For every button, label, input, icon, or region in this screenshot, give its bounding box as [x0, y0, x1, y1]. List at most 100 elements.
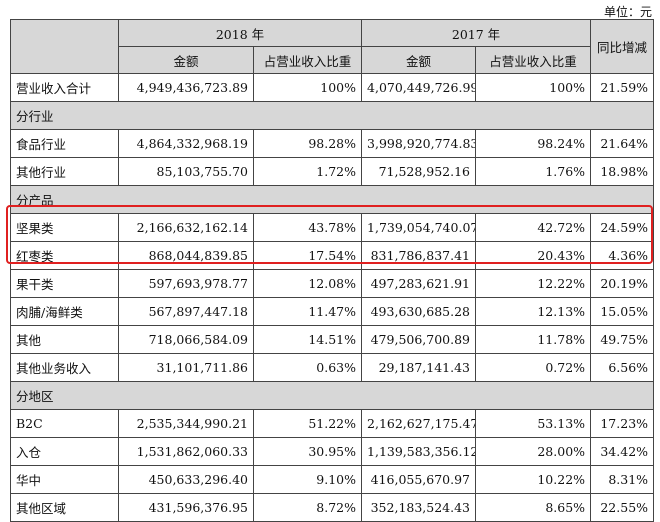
row-label: 果干类: [10, 269, 119, 298]
amount-2017-cell: 352,183,524.43: [361, 493, 477, 522]
header-amount-2018: 金额: [118, 46, 254, 74]
row-label: 红枣类: [10, 241, 119, 270]
yoy-cell: 18.98%: [590, 157, 655, 186]
amount-2017-cell: 29,187,141.43: [361, 353, 477, 382]
header-row-years: 2018 年 2017 年 同比增减: [10, 19, 655, 74]
table-row: 果干类 597,693,978.77 12.08% 497,283,621.91 12.…: [10, 269, 655, 298]
section-label: 分行业: [9, 101, 655, 130]
share-2017-cell: 53.13%: [475, 409, 592, 438]
amount-2017-cell: 497,283,621.91: [361, 269, 477, 298]
amount-2017-cell: 416,055,670.97: [361, 465, 477, 494]
yoy-cell: 24.59%: [590, 213, 655, 242]
row-label: 营业收入合计: [10, 73, 119, 102]
share-2017-cell: 10.22%: [475, 465, 592, 494]
amount-2017-cell: 479,506,700.89: [361, 325, 477, 354]
share-2018-cell: 11.47%: [252, 297, 363, 326]
amount-2017-cell: 2,162,627,175.47: [361, 409, 477, 438]
share-2018-cell: 14.51%: [252, 325, 363, 354]
table-row: 肉脯/海鲜类 567,897,447.18 11.47% 493,630,685.28…: [10, 297, 655, 326]
amount-2018-cell: 597,693,978.77: [118, 269, 254, 298]
share-2017-cell: 28.00%: [475, 437, 592, 466]
header-yoy: 同比增减: [590, 19, 655, 74]
share-2017-cell: 98.24%: [475, 129, 592, 158]
section-label: 分产品: [9, 185, 655, 214]
share-2017-cell: 0.72%: [475, 353, 592, 382]
yoy-cell: 21.59%: [590, 73, 655, 102]
amount-2018-cell: 85,103,755.70: [118, 157, 254, 186]
table-row: 红枣类 868,044,839.85 17.54% 831,786,837.41 20.…: [10, 241, 655, 270]
table-row: B2C 2,535,344,990.21 51.22% 2,162,627,175.4…: [10, 409, 655, 438]
share-2018-cell: 8.72%: [252, 493, 363, 522]
section-row: 分行业: [9, 101, 655, 130]
share-2018-cell: 0.63%: [252, 353, 363, 382]
amount-2018-cell: 2,535,344,990.21: [118, 409, 254, 438]
yoy-cell: 6.56%: [590, 353, 655, 382]
table-row: 入仓 1,531,862,060.33 30.95% 1,139,583,356.12…: [10, 437, 655, 466]
table-row: 其他 718,066,584.09 14.51% 479,506,700.89 11.7…: [10, 325, 655, 354]
table-row: 坚果类 2,166,632,162.14 43.78% 1,739,054,740.0…: [10, 213, 655, 242]
section-row: 分地区: [9, 381, 655, 410]
share-2018-cell: 98.28%: [252, 129, 363, 158]
share-2018-cell: 17.54%: [252, 241, 363, 270]
share-2017-cell: 20.43%: [475, 241, 592, 270]
amount-2017-cell: 1,739,054,740.07: [361, 213, 477, 242]
header-amount-2017: 金额: [361, 46, 477, 74]
amount-2018-cell: 2,166,632,162.14: [118, 213, 254, 242]
section-row: 分产品: [9, 185, 655, 214]
row-label: 坚果类: [10, 213, 119, 242]
amount-2018-cell: 4,864,332,968.19: [118, 129, 254, 158]
row-label: 食品行业: [10, 129, 119, 158]
table-row: 食品行业 4,864,332,968.19 98.28% 3,998,920,774.…: [10, 129, 655, 158]
amount-2018-cell: 4,949,436,723.89: [118, 73, 254, 102]
table-row: 华中 450,633,296.40 9.10% 416,055,670.97 10.22…: [10, 465, 655, 494]
row-label: 肉脯/海鲜类: [10, 297, 119, 326]
section-label: 分地区: [9, 381, 655, 410]
share-2017-cell: 42.72%: [475, 213, 592, 242]
share-2018-cell: 30.95%: [252, 437, 363, 466]
row-label: 其他区域: [10, 493, 119, 522]
header-2017: 2017 年: [361, 19, 592, 47]
table-row: 营业收入合计 4,949,436,723.89 100% 4,070,449,726.…: [10, 73, 655, 102]
unit-label: 单位：元: [603, 5, 652, 19]
row-label: 其他: [10, 325, 119, 354]
share-2017-cell: 11.78%: [475, 325, 592, 354]
share-2017-cell: 12.13%: [475, 297, 592, 326]
yoy-cell: 22.55%: [590, 493, 655, 522]
share-2017-cell: 8.65%: [475, 493, 592, 522]
amount-2018-cell: 567,897,447.18: [118, 297, 254, 326]
share-2017-cell: 1.76%: [475, 157, 592, 186]
share-2018-cell: 12.08%: [252, 269, 363, 298]
amount-2017-cell: 831,786,837.41: [361, 241, 477, 270]
amount-2018-cell: 450,633,296.40: [118, 465, 254, 494]
row-label: 其他行业: [10, 157, 119, 186]
row-label: 其他业务收入: [10, 353, 119, 382]
amount-2018-cell: 718,066,584.09: [118, 325, 254, 354]
amount-2017-cell: 4,070,449,726.99: [361, 73, 477, 102]
row-label: B2C: [10, 409, 119, 438]
row-label: 华中: [10, 465, 119, 494]
revenue-table: 2018 年 2017 年 同比增减 金额 占营业收入比重 金额 占营业收入比重…: [9, 19, 655, 522]
yoy-cell: 15.05%: [590, 297, 655, 326]
header-blank-cell: [10, 19, 119, 74]
yoy-cell: 17.23%: [590, 409, 655, 438]
yoy-cell: 21.64%: [590, 129, 655, 158]
header-row-metrics: 金额 占营业收入比重 金额 占营业收入比重: [11, 46, 654, 74]
header-2018: 2018 年: [117, 19, 363, 47]
share-2017-cell: 100%: [475, 73, 592, 102]
amount-2017-cell: 71,528,952.16: [361, 157, 477, 186]
yoy-cell: 34.42%: [590, 437, 655, 466]
amount-2017-cell: 493,630,685.28: [361, 297, 477, 326]
yoy-cell: 20.19%: [590, 269, 655, 298]
share-2018-cell: 1.72%: [252, 157, 363, 186]
amount-2017-cell: 3,998,920,774.83: [361, 129, 477, 158]
share-2018-cell: 100%: [252, 73, 363, 102]
amount-2018-cell: 1,531,862,060.33: [118, 437, 254, 466]
header-share-2018: 占营业收入比重: [252, 46, 363, 74]
table-row: 其他行业 85,103,755.70 1.72% 71,528,952.16 1.76%…: [10, 157, 655, 186]
amount-2018-cell: 868,044,839.85: [118, 241, 254, 270]
row-label: 入仓: [10, 437, 119, 466]
share-2017-cell: 12.22%: [475, 269, 592, 298]
amount-2018-cell: 431,596,376.95: [118, 493, 254, 522]
table-row: 其他业务收入 31,101,711.86 0.63% 29,187,141.43 0.7…: [10, 353, 655, 382]
share-2018-cell: 43.78%: [252, 213, 363, 242]
